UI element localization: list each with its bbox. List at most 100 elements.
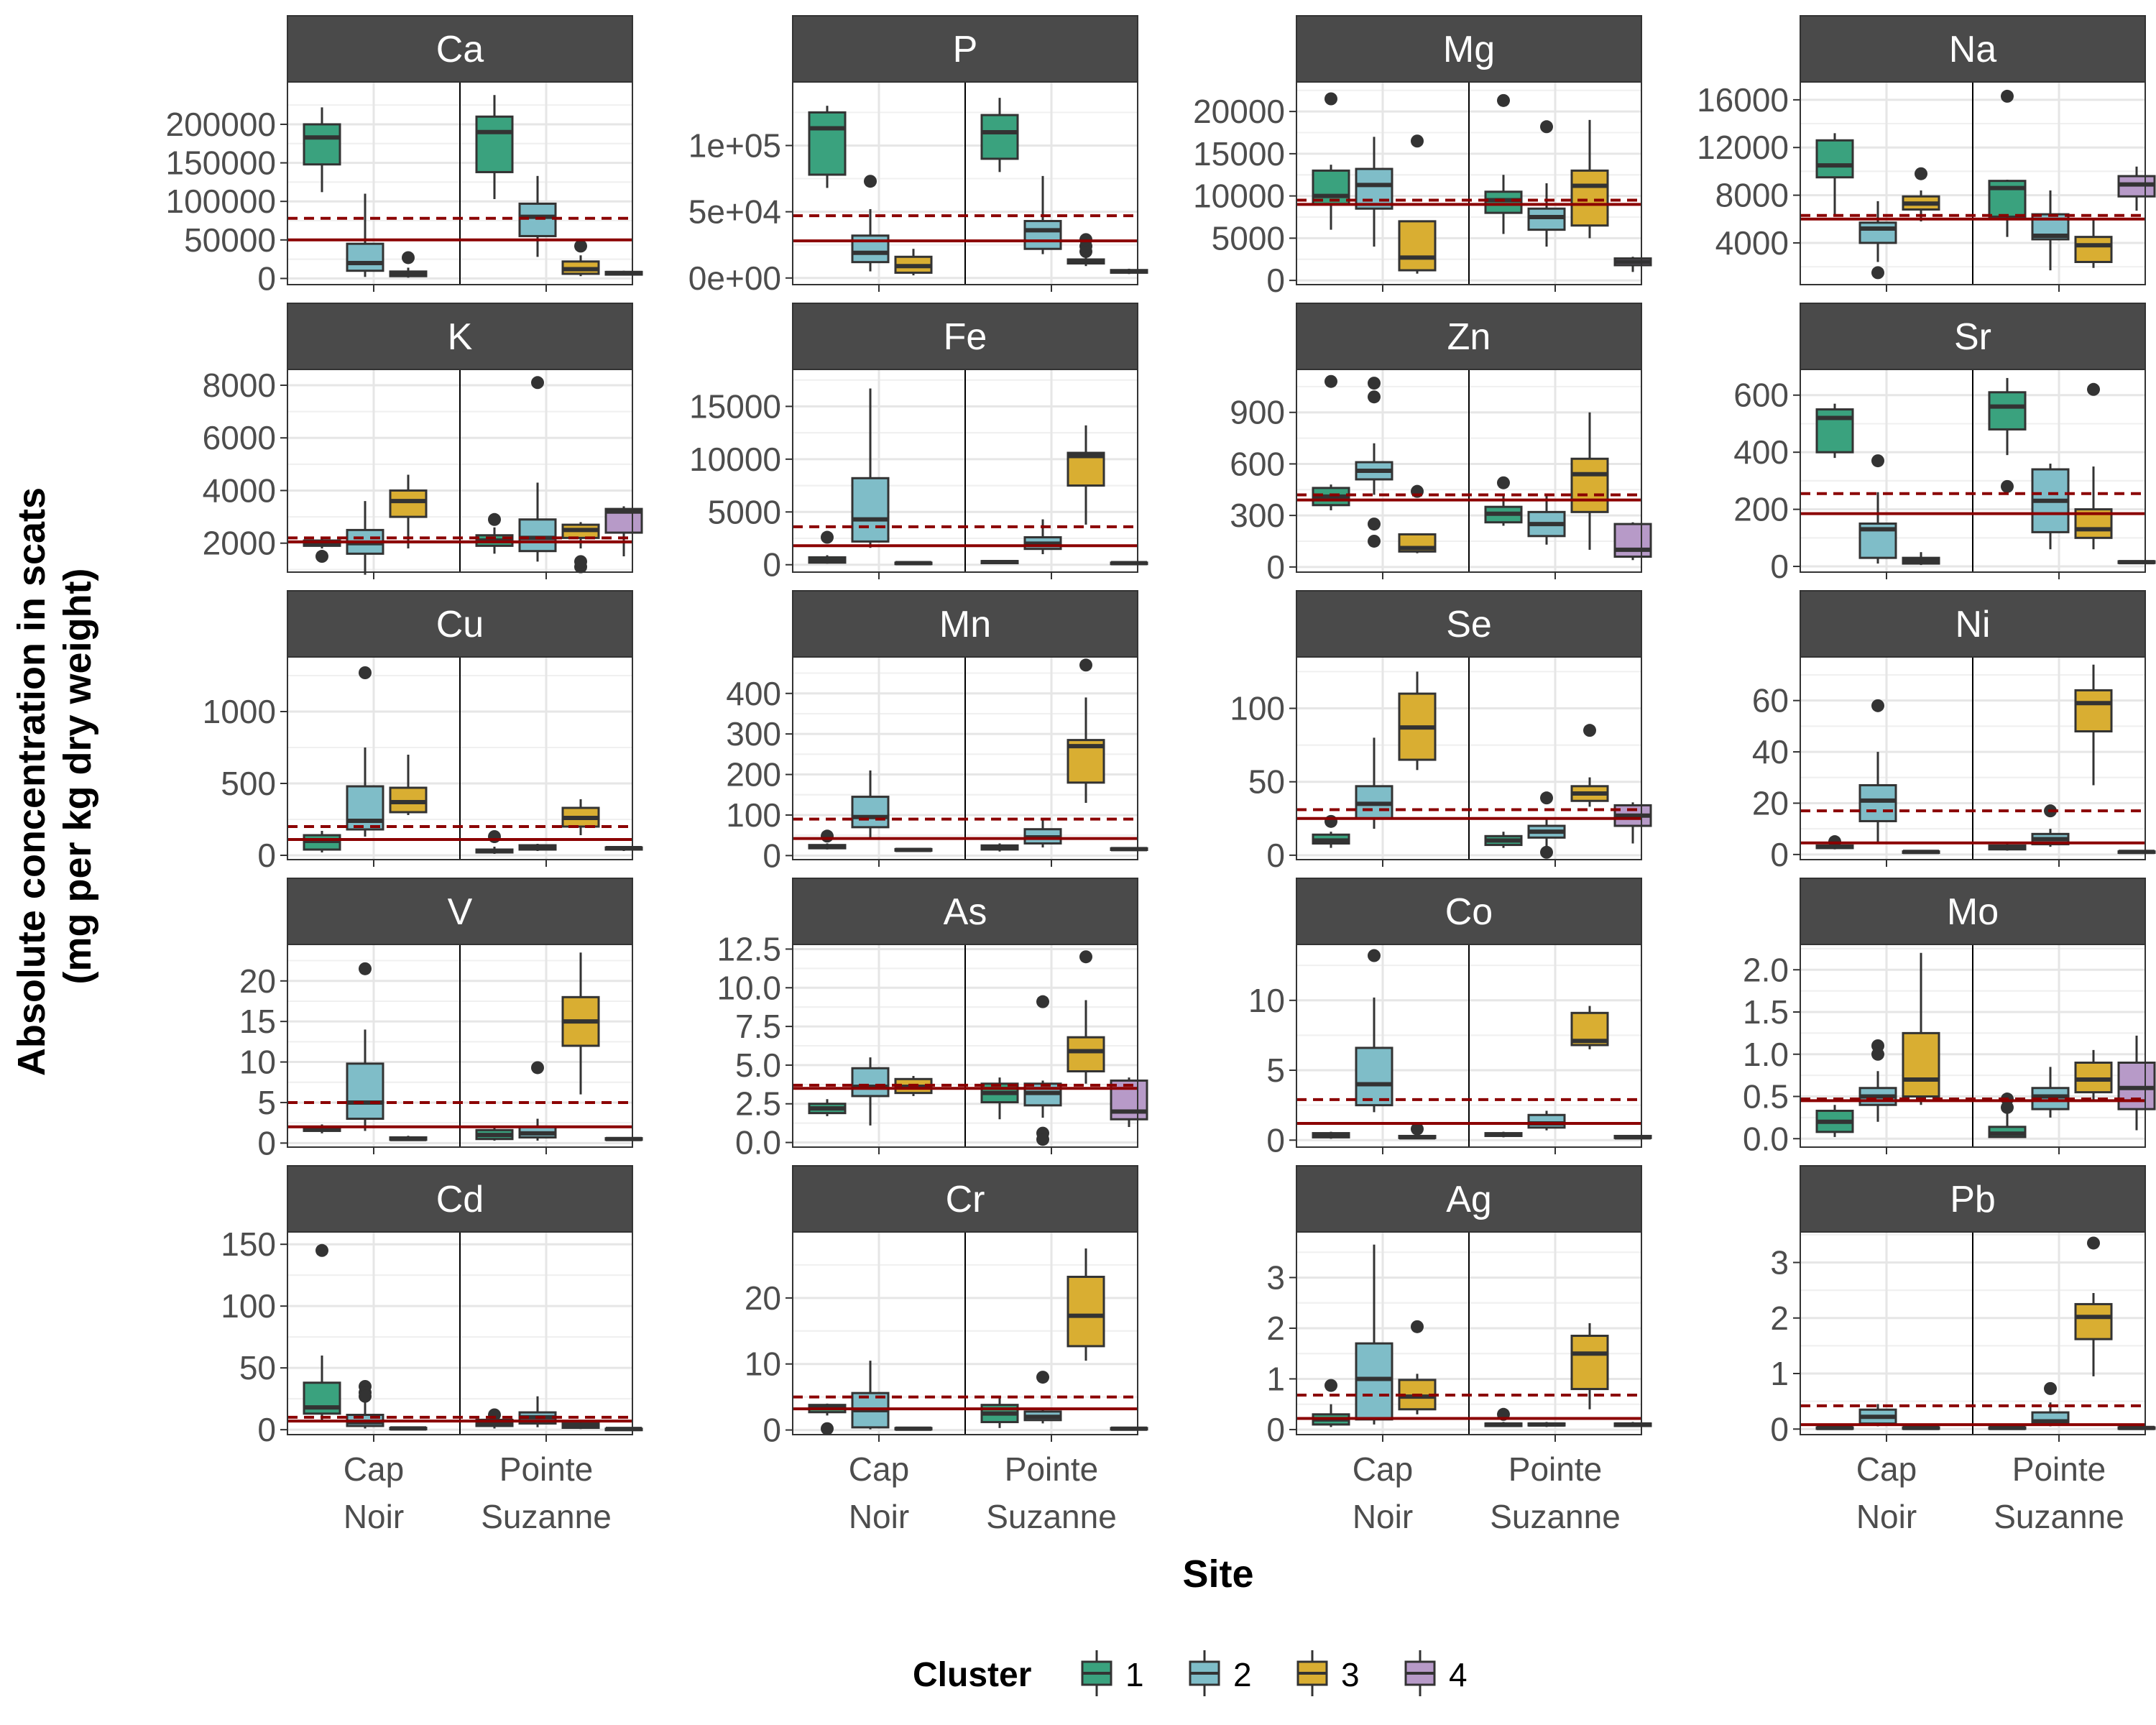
outlier-point xyxy=(1411,1320,1424,1333)
outlier-point xyxy=(531,1061,544,1075)
y-tick-label: 900 xyxy=(1230,394,1285,431)
y-tick-label: 50 xyxy=(1248,763,1285,801)
y-tick-label: 12000 xyxy=(1697,129,1789,166)
outlier-point xyxy=(1368,949,1381,962)
strip-K xyxy=(287,303,633,370)
y-tick-label: 0.5 xyxy=(1743,1078,1789,1116)
box-iqr xyxy=(2074,1302,2113,1340)
strip-label: V xyxy=(448,891,473,933)
y-tick-label: 20 xyxy=(1752,784,1789,822)
outlier-point xyxy=(1036,1133,1049,1146)
strip-V xyxy=(287,878,633,945)
box-cluster-1-site-1 xyxy=(808,1099,847,1116)
box-cluster-3-site-2 xyxy=(2074,220,2113,268)
y-tick-label: 150000 xyxy=(166,144,277,182)
box-cluster-3-site-1 xyxy=(894,1426,933,1431)
box-cluster-2-site-1 xyxy=(851,1057,890,1126)
y-tick-label: 0 xyxy=(1266,548,1285,586)
box-cluster-4-site-2 xyxy=(1613,1134,1652,1140)
box-cluster-4-site-2 xyxy=(2117,560,2156,565)
panel-border xyxy=(792,656,1138,860)
strip-label: Mn xyxy=(939,604,991,645)
y-tick-label: 0 xyxy=(257,1411,276,1448)
y-tick-label: 2.5 xyxy=(735,1085,781,1123)
box-cluster-2-site-1 xyxy=(346,193,384,277)
box-cluster-1-site-2 xyxy=(1988,89,2027,237)
panel-border xyxy=(287,1231,633,1435)
panel-border xyxy=(1296,369,1642,573)
facet-panels: Ca050000100000150000200000P0e+005e+041e+… xyxy=(166,15,2156,1535)
panel-border xyxy=(1800,369,2146,573)
outlier-point xyxy=(359,666,372,679)
box-cluster-3-site-1 xyxy=(1902,1425,1940,1430)
panel-border xyxy=(1800,656,2146,860)
box-cluster-3-site-2 xyxy=(1570,1322,1609,1409)
outlier-point xyxy=(2001,479,2014,493)
box-cluster-3-site-2 xyxy=(1067,233,1105,267)
outlier-point xyxy=(1871,699,1884,712)
box-iqr xyxy=(1067,1036,1105,1073)
strip-label: Fe xyxy=(944,316,987,358)
outlier-point xyxy=(1368,377,1381,390)
panel-border xyxy=(792,1231,1138,1435)
facet-Mg: Mg 0 5000 10000 15000 20000 xyxy=(1193,15,1652,299)
box-iqr xyxy=(518,518,557,553)
outlier-point xyxy=(821,530,834,544)
y-tick-label: 0e+00 xyxy=(688,259,781,297)
y-tick-label: 400 xyxy=(1733,433,1789,471)
box-iqr xyxy=(1815,139,1854,179)
strip-Sr xyxy=(1800,303,2146,370)
box-iqr xyxy=(1570,457,1609,513)
outlier-point xyxy=(864,175,877,188)
x-tick-label: Cap Noir xyxy=(849,1450,909,1535)
box-cluster-1-site-1 xyxy=(303,831,341,852)
box-cluster-1-site-2 xyxy=(1988,1425,2027,1430)
y-tick-label: 20000 xyxy=(1193,93,1285,130)
facet-Sr: Sr 0 200 400 600 xyxy=(1733,303,2156,585)
y-tick-label: 1000 xyxy=(203,693,276,730)
y-axis-title-line-1: Absolute concentration in scats xyxy=(10,487,53,1076)
y-tick-label: 3 xyxy=(1770,1243,1789,1281)
box-iqr xyxy=(2074,689,2113,733)
y-tick-label: 20 xyxy=(239,962,276,1000)
box-iqr xyxy=(1067,451,1105,487)
strip-label: Pb xyxy=(1950,1179,1996,1220)
x-tick-label: Pointe Suzanne xyxy=(1994,1450,2124,1535)
y-tick-label: 7.5 xyxy=(735,1008,781,1045)
outlier-point xyxy=(821,829,834,843)
legend-item-2: 2 xyxy=(1189,1650,1252,1696)
legend-label: 2 xyxy=(1233,1656,1252,1693)
strip-Ag xyxy=(1296,1165,1642,1233)
y-tick-label: 0 xyxy=(1266,837,1285,874)
box-cluster-1-site-1 xyxy=(808,530,847,564)
outlier-point xyxy=(359,962,372,975)
legend-title: Cluster xyxy=(913,1656,1031,1694)
outlier-point xyxy=(1368,390,1381,404)
y-tick-label: 2 xyxy=(1770,1300,1789,1337)
box-cluster-4-site-2 xyxy=(1613,1422,1652,1427)
outlier-point xyxy=(315,1243,328,1257)
outlier-point xyxy=(1871,1047,1884,1061)
panel-border xyxy=(287,944,633,1148)
box-iqr xyxy=(808,111,847,176)
y-tick-label: 3 xyxy=(1266,1259,1285,1296)
box-cluster-3-site-2 xyxy=(1067,425,1105,525)
box-cluster-1-site-2 xyxy=(980,1077,1019,1120)
y-tick-label: 6000 xyxy=(203,419,276,456)
box-iqr xyxy=(1858,221,1897,244)
x-tick-label: Pointe Suzanne xyxy=(1490,1450,1621,1535)
facet-K: K 2000 4000 6000 8000 xyxy=(203,303,643,579)
outlier-point xyxy=(1368,518,1381,531)
y-tick-label: 5 xyxy=(1266,1052,1285,1089)
y-tick-label: 4000 xyxy=(1715,224,1789,262)
box-cluster-3-site-2 xyxy=(1570,1006,1609,1049)
outlier-point xyxy=(1325,814,1337,828)
box-cluster-1-site-1 xyxy=(303,1243,341,1422)
y-tick-label: 15000 xyxy=(689,387,781,425)
box-cluster-2-site-2 xyxy=(1527,494,1566,545)
box-iqr xyxy=(1570,169,1609,227)
box-cluster-4-site-2 xyxy=(604,270,643,276)
outlier-point xyxy=(488,512,501,526)
y-tick-label: 5e+04 xyxy=(688,193,781,231)
